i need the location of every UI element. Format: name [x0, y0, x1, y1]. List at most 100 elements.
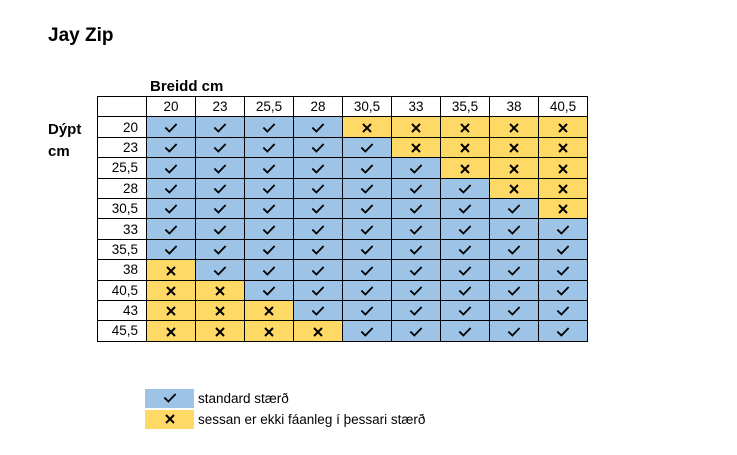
- available-cell: [538, 320, 588, 342]
- check-icon: [458, 325, 472, 339]
- unavailable-cell: [244, 320, 294, 342]
- cross-icon: [409, 121, 423, 135]
- available-cell: [342, 320, 392, 342]
- cross-icon: [556, 202, 570, 216]
- row-header: 28: [97, 177, 147, 199]
- cross-icon: [163, 412, 177, 426]
- unavailable-cell: [146, 259, 196, 281]
- cross-icon: [556, 121, 570, 135]
- available-cell: [342, 136, 392, 159]
- unavailable-cell: [391, 116, 441, 138]
- check-icon: [507, 243, 521, 257]
- check-icon: [507, 223, 521, 237]
- available-cell: [391, 320, 441, 342]
- check-icon: [556, 243, 570, 257]
- table-row: 33: [97, 218, 588, 240]
- available-cell: [146, 177, 196, 199]
- available-cell: [244, 218, 294, 240]
- check-icon: [262, 284, 276, 298]
- check-icon: [311, 202, 325, 216]
- available-cell: [146, 238, 196, 261]
- cross-icon: [213, 325, 227, 339]
- check-icon: [360, 182, 374, 196]
- check-icon: [311, 182, 325, 196]
- available-cell: [538, 218, 588, 240]
- check-icon: [164, 141, 178, 155]
- check-icon: [213, 182, 227, 196]
- row-header: 23: [97, 136, 147, 159]
- row-header: 35,5: [97, 238, 147, 261]
- check-icon: [458, 182, 472, 196]
- check-icon: [507, 325, 521, 339]
- check-icon: [360, 304, 374, 318]
- available-cell: [244, 177, 294, 199]
- available-cell: [293, 157, 343, 179]
- available-cell: [391, 197, 441, 220]
- check-icon: [409, 284, 423, 298]
- check-icon: [311, 162, 325, 176]
- unavailable-cell: [489, 177, 539, 199]
- unavailable-cell: [538, 177, 588, 199]
- check-icon: [360, 325, 374, 339]
- check-icon: [458, 202, 472, 216]
- check-icon: [262, 141, 276, 155]
- unavailable-cell: [489, 136, 539, 159]
- column-header-row: 20 23 25,5 28 30,5 33 35,5 38 40,5: [97, 95, 588, 118]
- available-cell: [489, 197, 539, 220]
- available-cell: [440, 197, 490, 220]
- unavailable-cell: [146, 320, 196, 342]
- cross-icon: [556, 182, 570, 196]
- available-cell: [293, 238, 343, 261]
- unavailable-cell: [146, 299, 196, 322]
- row-header: 45,5: [97, 320, 147, 342]
- check-icon: [409, 223, 423, 237]
- row-header: 43: [97, 299, 147, 322]
- available-cell: [342, 177, 392, 199]
- available-cell: [538, 259, 588, 281]
- table-row: 38: [97, 259, 588, 281]
- available-cell: [489, 238, 539, 261]
- check-icon: [262, 243, 276, 257]
- row-header: 20: [97, 116, 147, 138]
- cross-icon: [164, 325, 178, 339]
- available-cell: [391, 238, 441, 261]
- available-cell: [489, 320, 539, 342]
- check-icon: [164, 121, 178, 135]
- unavailable-cell: [538, 197, 588, 220]
- corner-cell: [97, 95, 147, 118]
- cross-icon: [213, 284, 227, 298]
- available-cell: [195, 116, 245, 138]
- check-icon: [556, 264, 570, 278]
- column-header: 40,5: [538, 95, 588, 118]
- legend-text-standard: standard stærð: [198, 390, 289, 406]
- unavailable-cell: [489, 157, 539, 179]
- table-row: 25,5: [97, 157, 588, 179]
- check-icon: [556, 304, 570, 318]
- available-cell: [244, 116, 294, 138]
- check-icon: [164, 223, 178, 237]
- available-cell: [244, 157, 294, 179]
- available-cell: [293, 259, 343, 281]
- table-row: 40,5: [97, 279, 588, 301]
- column-header: 33: [391, 95, 441, 118]
- unavailable-cell: [342, 116, 392, 138]
- check-icon: [311, 223, 325, 237]
- check-icon: [262, 162, 276, 176]
- check-icon: [163, 391, 177, 405]
- check-icon: [360, 141, 374, 155]
- column-header: 35,5: [440, 95, 490, 118]
- available-cell: [146, 136, 196, 159]
- cross-icon: [507, 182, 521, 196]
- check-icon: [409, 202, 423, 216]
- available-cell: [440, 320, 490, 342]
- cross-icon: [458, 121, 472, 135]
- cross-icon: [409, 141, 423, 155]
- available-cell: [342, 197, 392, 220]
- available-cell: [244, 259, 294, 281]
- available-cell: [440, 279, 490, 301]
- row-header: 25,5: [97, 157, 147, 179]
- available-cell: [440, 218, 490, 240]
- available-cell: [391, 157, 441, 179]
- check-icon: [213, 202, 227, 216]
- check-icon: [409, 243, 423, 257]
